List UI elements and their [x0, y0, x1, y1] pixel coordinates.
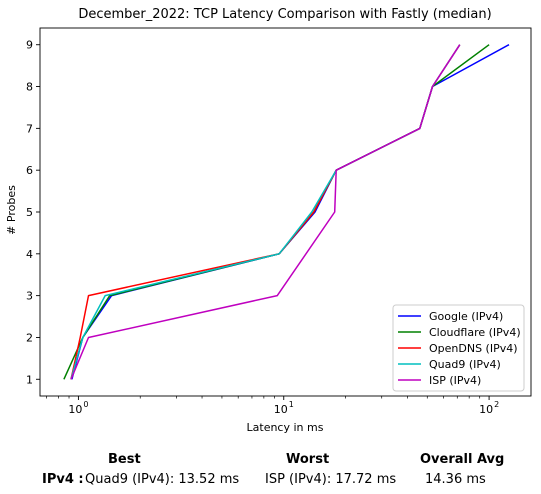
legend-label: Cloudflare (IPv4)	[429, 326, 521, 339]
y-tick-label: 5	[26, 206, 33, 219]
chart-legend: Google (IPv4) Cloudflare (IPv4) OpenDNS (I…	[392, 304, 525, 392]
legend-label: Quad9 (IPv4)	[429, 358, 501, 371]
legend-label: ISP (IPv4)	[429, 374, 481, 387]
legend-label: Google (IPv4)	[429, 310, 503, 323]
worst-value: ISP (IPv4): 17.72 ms	[265, 472, 397, 487]
y-tick-label: 3	[26, 290, 33, 303]
overall-avg-value: 14.36 ms	[425, 472, 486, 487]
x-tick-label-exponent: 0	[83, 400, 88, 409]
overall-avg-header: Overall Avg	[420, 452, 505, 467]
y-tick-label: 9	[26, 39, 33, 52]
legend-label: OpenDNS (IPv4)	[429, 342, 518, 355]
x-tick-label: 10	[479, 403, 493, 416]
y-tick-label: 7	[26, 122, 33, 135]
y-tick-label: 1	[26, 373, 33, 386]
x-tick-label: 10	[68, 403, 82, 416]
legend-box	[392, 304, 525, 392]
latency-chart: December_2022: TCP Latency Comparison wi…	[5, 7, 532, 434]
ipv4-row-label: IPv4 :	[42, 472, 84, 487]
best-header: Best	[108, 452, 141, 467]
worst-header: Worst	[286, 452, 330, 467]
best-value: Quad9 (IPv4): 13.52 ms	[85, 472, 240, 487]
x-tick-label-exponent: 1	[289, 400, 294, 409]
y-tick-label: 8	[26, 81, 33, 94]
y-tick-label: 4	[26, 248, 33, 261]
y-axis-label: # Probes	[5, 185, 18, 235]
x-tick-label-exponent: 2	[494, 400, 499, 409]
x-tick-label: 10	[274, 403, 288, 416]
chart-title: December_2022: TCP Latency Comparison wi…	[78, 7, 491, 22]
y-tick-label: 6	[26, 164, 33, 177]
plot-layer	[63, 44, 510, 380]
series-line-4	[70, 44, 461, 380]
y-tick-label: 2	[26, 331, 33, 344]
x-axis-label: Latency in ms	[247, 421, 324, 434]
